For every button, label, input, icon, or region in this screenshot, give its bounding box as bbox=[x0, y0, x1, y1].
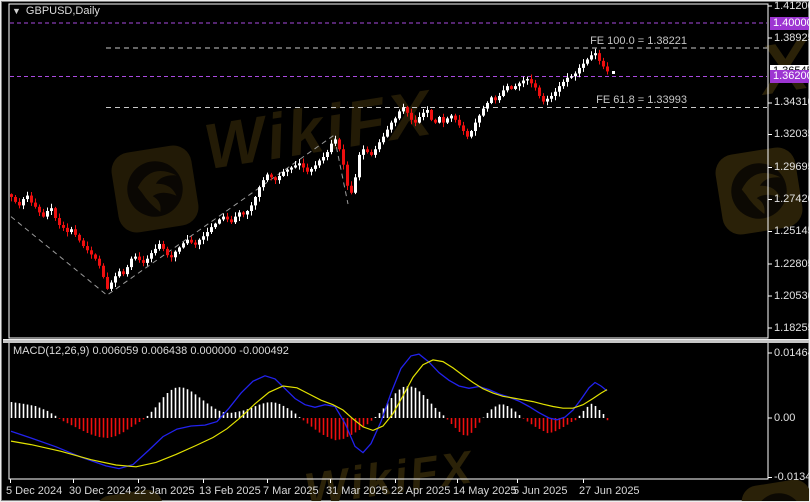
wikifx-logo-icon bbox=[111, 145, 199, 233]
wikifx-logo-icon bbox=[715, 147, 803, 235]
fib-expansion-618-label: FE 61.8 = 1.33993 bbox=[596, 94, 687, 106]
symbol-text: GBPUSD,Daily bbox=[25, 5, 100, 17]
fib-expansion-100-label: FE 100.0 = 1.38221 bbox=[590, 35, 687, 47]
chevron-down-icon[interactable]: ▼ bbox=[12, 6, 21, 16]
macd-indicator-label: MACD(12,26,9) 0.006059 0.006438 0.000000… bbox=[13, 345, 289, 357]
wikifx-logo-icon bbox=[741, 479, 809, 501]
panel-separator[interactable] bbox=[3, 339, 809, 343]
symbol-timeframe-label[interactable]: ▼ GBPUSD,Daily bbox=[12, 5, 100, 17]
